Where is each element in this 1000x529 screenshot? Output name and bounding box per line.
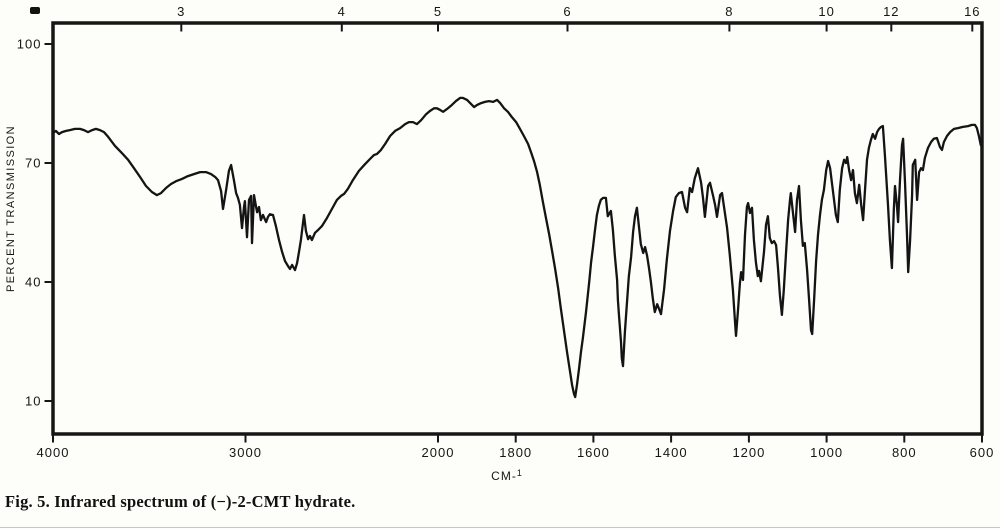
print-artifact-mark <box>30 7 40 14</box>
figure-caption: Fig. 5. Infrared spectrum of (−)-2-CMT h… <box>5 492 356 511</box>
x-axis-title-superscript: 1 <box>517 468 523 478</box>
y-axis-title: PERCENT TRANSMISSION <box>5 125 17 292</box>
plot-frame <box>51 21 984 436</box>
x-axis-title: CM-1 <box>491 468 523 483</box>
y-tick-label-100: 100 <box>17 37 42 52</box>
micron-tick-label-6: 6 <box>563 4 571 19</box>
x-tick-label-1400: 1400 <box>655 445 688 460</box>
page-bottom-edge <box>0 527 1000 528</box>
micron-tick-label-8: 8 <box>725 4 733 19</box>
x-tick-label-3000: 3000 <box>229 445 262 460</box>
micron-tick-label-10: 10 <box>818 4 834 19</box>
x-tick-label-1000: 1000 <box>810 445 843 460</box>
y-tick-label-40: 40 <box>25 275 41 290</box>
micron-tick-label-4: 4 <box>338 4 346 19</box>
spectrum-trace <box>51 96 984 399</box>
left-axis-ticks: 100 70 40 10 <box>17 37 53 409</box>
micron-tick-label-16: 16 <box>964 4 980 19</box>
x-tick-label-4000: 4000 <box>37 445 70 460</box>
micron-tick-label-5: 5 <box>434 4 442 19</box>
x-tick-label-1200: 1200 <box>732 445 765 460</box>
top-axis-ticks: 3 4 5 6 8 10 12 16 <box>177 4 980 32</box>
x-tick-label-600: 600 <box>970 445 995 460</box>
y-tick-label-10: 10 <box>25 394 41 409</box>
bottom-axis-ticks: 4000 3000 2000 1800 1600 1400 1200 1000 800 600 <box>37 434 995 460</box>
micron-tick-label-3: 3 <box>177 4 185 19</box>
y-tick-label-70: 70 <box>25 156 41 171</box>
x-tick-label-1600: 1600 <box>577 445 610 460</box>
micron-tick-label-12: 12 <box>883 4 899 19</box>
x-tick-label-1800: 1800 <box>499 445 532 460</box>
x-tick-label-800: 800 <box>892 445 917 460</box>
x-tick-label-2000: 2000 <box>422 445 455 460</box>
